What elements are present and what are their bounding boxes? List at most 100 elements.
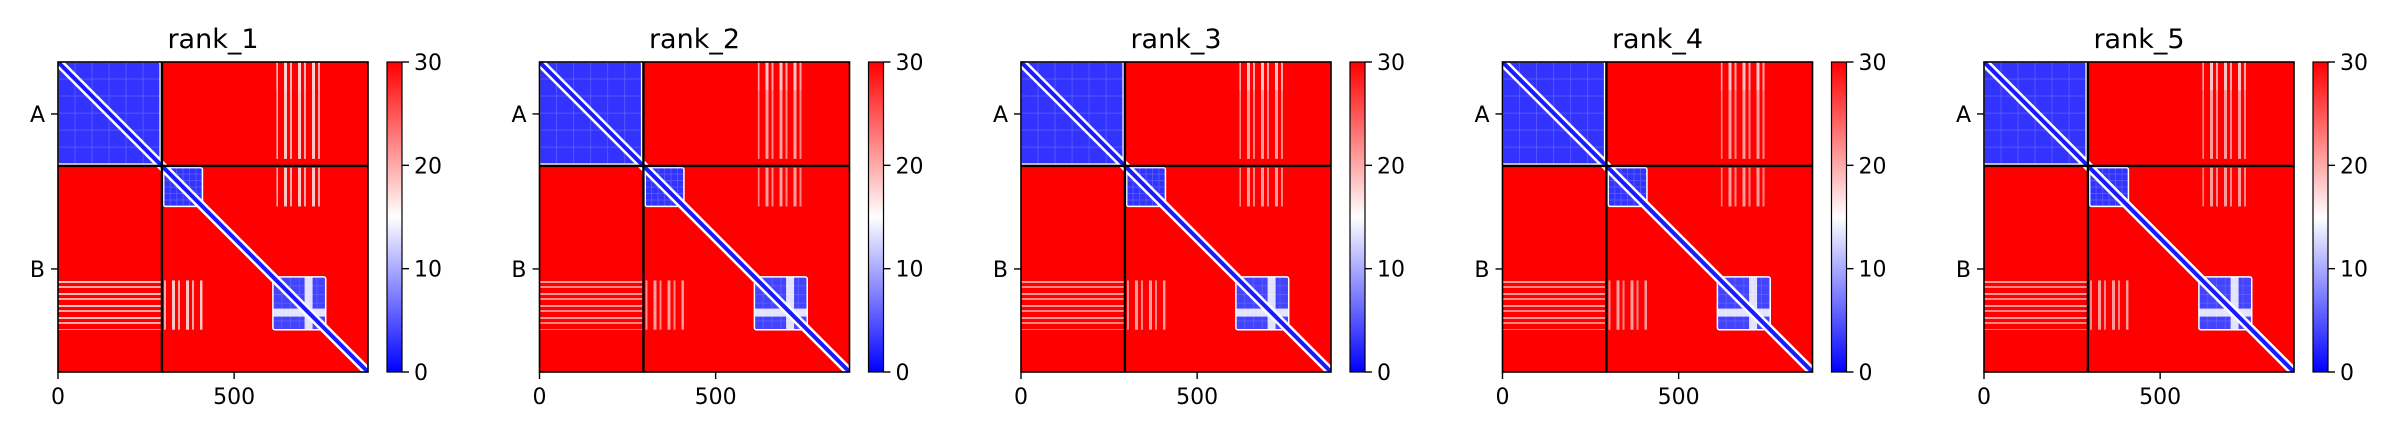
y-tick-label: B: [993, 258, 1008, 283]
axes-frame: [1020, 61, 1332, 373]
pae-domain-edge: [1716, 276, 1771, 331]
colorbar-gradient: [387, 62, 402, 372]
pae-domain-edge: [1984, 62, 2087, 165]
pae-domain-edge: [2088, 166, 2130, 208]
pae-domain-edge: [539, 62, 643, 165]
heatmap-body: [58, 62, 368, 372]
y-tick-label: B: [511, 258, 526, 283]
colorbar-gradient: [2313, 62, 2328, 372]
panel-title: rank_4: [1612, 24, 1703, 55]
panel-title: rank_5: [2093, 24, 2184, 55]
pae-moderate-region: [1126, 280, 1166, 330]
colorbar-tick-label: 20: [414, 154, 442, 179]
colorbar-frame: [1830, 61, 1848, 373]
pae-diagonal: [1984, 62, 2294, 372]
colorbar-tick-label: 0: [896, 361, 910, 386]
pae-domain-edge: [58, 62, 161, 165]
pae-moderate-region: [2202, 62, 2252, 91]
y-tick-label: A: [993, 103, 1008, 128]
pae-domain-band: [786, 276, 795, 330]
pae-domain-edge: [753, 276, 808, 331]
pae-panel: rank_4 A B 0 500 0 10 20 30: [1474, 24, 1886, 410]
colorbar: 0 10 20 30: [1349, 51, 1405, 386]
pae-panel: rank_5 A B 0 500 0 10 20 30: [1956, 24, 2368, 410]
x-tick-label: 0: [1496, 385, 1510, 410]
colorbar: 0 10 20 30: [867, 51, 924, 386]
x-tick-label: 500: [1176, 385, 1218, 410]
pae-domain-edge: [272, 276, 327, 331]
pae-diagonal: [58, 62, 368, 372]
pae-moderate-region: [1502, 280, 1607, 330]
pae-moderate-region: [539, 280, 644, 330]
pae-domain-band: [1267, 276, 1276, 330]
colorbar-tick-label: 0: [2340, 361, 2354, 386]
x-tick-label: 500: [695, 385, 737, 410]
colorbar-tick-label: 30: [414, 51, 442, 76]
colorbar-tick-label: 30: [896, 51, 924, 76]
pae-moderate-region: [1239, 62, 1289, 91]
pae-panel: rank_2 A B 0 500 0 10 20 30: [511, 24, 923, 410]
pae-panel: rank_1 A B 0 500 0 10 20 30: [30, 24, 442, 410]
x-tick-label: 0: [533, 385, 547, 410]
pae-domain-edge: [162, 166, 204, 208]
y-tick-label: A: [30, 103, 45, 128]
pae-moderate-region: [276, 167, 326, 207]
pae-moderate-region: [58, 280, 162, 330]
pae-moderate-region: [1720, 62, 1771, 91]
heatmap-body: [1502, 62, 1813, 372]
pae-domain-edge: [2198, 276, 2253, 331]
pae-moderate-region: [1239, 167, 1289, 207]
x-tick-label: 500: [2139, 385, 2181, 410]
pae-domain-band: [1235, 308, 1289, 317]
colorbar-tick-label: 30: [1377, 51, 1405, 76]
panel-title: rank_1: [167, 24, 258, 55]
pae-diagonal: [1502, 62, 1813, 372]
colorbar-tick-label: 30: [1859, 51, 1887, 76]
colorbar-tick-label: 10: [1377, 258, 1405, 283]
pae-domain-band: [1749, 276, 1758, 330]
axes-frame: [1983, 61, 2295, 373]
x-tick-label: 0: [51, 385, 65, 410]
colorbar-tick-label: 10: [896, 258, 924, 283]
pae-panel: rank_3 A B 0 500 0 10 20 30: [993, 24, 1405, 410]
pae-moderate-region: [757, 167, 808, 207]
pae-diagonal: [539, 62, 850, 372]
axes-frame: [538, 61, 851, 373]
heatmap-body: [1984, 62, 2294, 372]
pae-moderate-region: [757, 62, 808, 91]
pae-domain-band: [754, 308, 808, 317]
pae-domain-edge: [1607, 166, 1648, 208]
heatmap-axes: rank_4 A B 0 500: [1474, 24, 1814, 410]
pae-domain-edge: [1235, 276, 1290, 331]
colorbar-tick-label: 0: [414, 361, 428, 386]
y-tick-label: A: [1474, 103, 1489, 128]
heatmap-body: [1021, 62, 1331, 372]
pae-moderate-region: [2202, 167, 2252, 207]
colorbar-tick-label: 30: [2340, 51, 2368, 76]
colorbar-tick-label: 10: [1859, 258, 1887, 283]
heatmap-axes: rank_3 A B 0 500: [993, 24, 1332, 410]
pae-domain-band: [304, 276, 313, 330]
colorbar-tick-label: 0: [1377, 361, 1391, 386]
pae-moderate-region: [1021, 280, 1125, 330]
axes-frame: [1501, 61, 1814, 373]
pae-domain-band: [1717, 308, 1771, 317]
colorbar: 0 10 20 30: [1830, 51, 1887, 386]
colorbar-frame: [1349, 61, 1366, 373]
pae-moderate-region: [276, 62, 326, 91]
pae-domain-band: [2198, 308, 2252, 317]
colorbar-tick-label: 20: [2340, 154, 2368, 179]
colorbar-tick-label: 20: [1377, 154, 1405, 179]
y-tick-label: B: [1956, 258, 1971, 283]
pae-moderate-region: [1720, 167, 1771, 207]
colorbar-gradient: [1831, 62, 1847, 372]
pae-domain-edge: [644, 166, 685, 208]
pae-domain-band: [2230, 276, 2239, 330]
pae-domain-edge: [1021, 62, 1124, 165]
colorbar-frame: [867, 61, 885, 373]
pae-moderate-region: [2089, 280, 2129, 330]
colorbar-frame: [386, 61, 403, 373]
colorbar-tick-label: 20: [1859, 154, 1887, 179]
pae-moderate-region: [645, 280, 684, 330]
